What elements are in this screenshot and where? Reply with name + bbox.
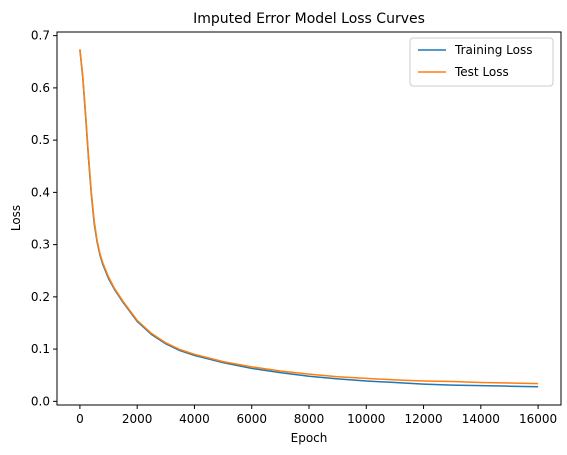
x-tick-label: 10000 <box>347 412 385 426</box>
x-axis-ticks: 0 2000 4000 6000 8000 10000 12000 14000 16000 <box>76 405 557 426</box>
y-tick-label: 0.1 <box>31 342 50 356</box>
y-tick-label: 0.3 <box>31 238 50 252</box>
y-tick-label: 0.5 <box>31 133 50 147</box>
y-tick-label: 0.4 <box>31 185 50 199</box>
x-tick-label: 12000 <box>404 412 442 426</box>
legend-label-training-loss: Training Loss <box>454 43 532 57</box>
x-tick-label: 0 <box>76 412 84 426</box>
y-axis-ticks: 0.0 0.1 0.2 0.3 0.4 0.5 0.6 0.7 <box>31 29 57 408</box>
y-tick-label: 0.7 <box>31 29 50 43</box>
legend-label-test-loss: Test Loss <box>454 65 509 79</box>
y-axis-label: Loss <box>9 205 23 231</box>
y-tick-label: 0.2 <box>31 290 50 304</box>
x-tick-label: 6000 <box>236 412 267 426</box>
x-tick-label: 8000 <box>294 412 325 426</box>
x-axis-label: Epoch <box>291 431 328 445</box>
legend: Training Loss Test Loss <box>409 37 554 87</box>
series-line-training-loss <box>79 49 539 388</box>
x-tick-label: 2000 <box>122 412 153 426</box>
chart-title: Imputed Error Model Loss Curves <box>193 11 425 27</box>
x-tick-label: 16000 <box>519 412 557 426</box>
x-tick-label: 14000 <box>462 412 500 426</box>
x-tick-label: 4000 <box>179 412 210 426</box>
series-lines <box>79 49 539 388</box>
plot-area-frame <box>56 31 562 406</box>
series-line-test-loss <box>79 49 539 385</box>
y-tick-label: 0.6 <box>31 81 50 95</box>
y-tick-label: 0.0 <box>31 394 50 408</box>
